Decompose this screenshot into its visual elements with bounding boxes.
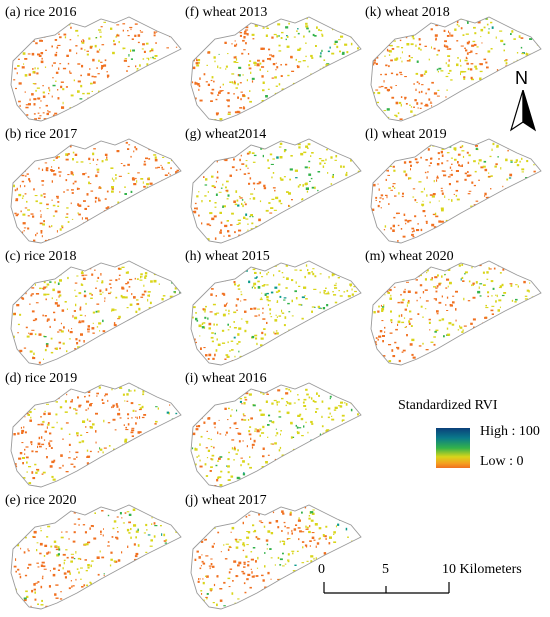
study-area-outline: [370, 260, 542, 366]
rvi-pixels: [11, 17, 181, 121]
study-area-map: [10, 138, 182, 244]
north-arrow: N: [505, 68, 541, 134]
legend: Standardized RVI High : 100 Low : 0: [398, 398, 548, 488]
panel-label: (g) wheat2014: [185, 127, 267, 142]
map-panel: (h) wheat 2015: [185, 249, 365, 371]
scale-bar-line: [323, 582, 450, 594]
panel-label: (m) wheat 2020: [365, 249, 454, 264]
study-area-outline: [10, 260, 182, 366]
study-area-map: [10, 382, 182, 488]
rvi-pixels: [371, 261, 541, 365]
study-area-map: [10, 504, 182, 610]
rvi-pixels: [371, 139, 541, 243]
legend-title: Standardized RVI: [398, 398, 498, 413]
panel-label: (a) rice 2016: [5, 5, 77, 20]
map-panel: (g) wheat2014: [185, 127, 365, 249]
study-area-outline: [190, 16, 362, 122]
map-panel: (m) wheat 2020: [365, 249, 545, 371]
study-area-map: [10, 16, 182, 122]
panel-label: (d) rice 2019: [5, 371, 78, 386]
study-area-map: [370, 260, 542, 366]
panel-label: (k) wheat 2018: [365, 5, 450, 20]
map-panel: (c) rice 2018: [5, 249, 185, 371]
rvi-pixels: [11, 505, 181, 609]
study-area-outline: [370, 16, 542, 122]
legend-high-label: High : 100: [480, 424, 540, 439]
study-area-outline: [190, 382, 362, 488]
study-area-map: [190, 504, 362, 610]
study-area-map: [190, 382, 362, 488]
map-panel: (f) wheat 2013: [185, 5, 365, 127]
study-area-map: [370, 16, 542, 122]
map-panel: (d) rice 2019: [5, 371, 185, 493]
study-area-outline: [190, 504, 362, 610]
scale-bar: 0 5 10 Kilometers: [316, 562, 522, 602]
north-arrow-icon: [509, 90, 537, 132]
rvi-pixels: [191, 383, 361, 487]
map-panel: (b) rice 2017: [5, 127, 185, 249]
study-area-map: [190, 138, 362, 244]
study-area-map: [10, 260, 182, 366]
study-area-outline: [10, 16, 182, 122]
map-panel: (l) wheat 2019: [365, 127, 545, 249]
panel-label: (l) wheat 2019: [365, 127, 447, 142]
rvi-pixels: [191, 17, 361, 121]
panel-label: (b) rice 2017: [5, 127, 78, 142]
panel-label: (h) wheat 2015: [185, 249, 270, 264]
panel-label: (f) wheat 2013: [185, 5, 268, 20]
scale-tick-5: 5: [382, 562, 389, 577]
panel-label: (c) rice 2018: [5, 249, 77, 264]
panel-label: (j) wheat 2017: [185, 493, 267, 508]
north-letter: N: [515, 68, 528, 88]
rvi-pixels: [11, 139, 181, 243]
rvi-pixels: [191, 261, 361, 365]
map-panel: (k) wheat 2018: [365, 5, 545, 127]
map-panel: (j) wheat 2017: [185, 493, 365, 615]
study-area-outline: [10, 138, 182, 244]
study-area-map: [190, 260, 362, 366]
scale-tick-0: 0: [318, 562, 325, 577]
panel-label: (e) rice 2020: [5, 493, 77, 508]
legend-low-label: Low : 0: [480, 454, 524, 469]
study-area-outline: [190, 260, 362, 366]
study-area-outline: [10, 504, 182, 610]
map-panel: (i) wheat 2016: [185, 371, 365, 493]
panel-label: (i) wheat 2016: [185, 371, 267, 386]
study-area-outline: [190, 138, 362, 244]
study-area-map: [190, 16, 362, 122]
rvi-pixels: [11, 383, 181, 487]
study-area-outline: [10, 382, 182, 488]
scale-tick-10: 10 Kilometers: [442, 562, 522, 577]
rvi-pixels: [11, 261, 181, 365]
map-panel: (e) rice 2020: [5, 493, 185, 615]
study-area-outline: [370, 138, 542, 244]
study-area-map: [370, 138, 542, 244]
color-ramp: [436, 428, 470, 468]
map-panel: (a) rice 2016: [5, 5, 185, 127]
rvi-pixels: [191, 139, 361, 243]
